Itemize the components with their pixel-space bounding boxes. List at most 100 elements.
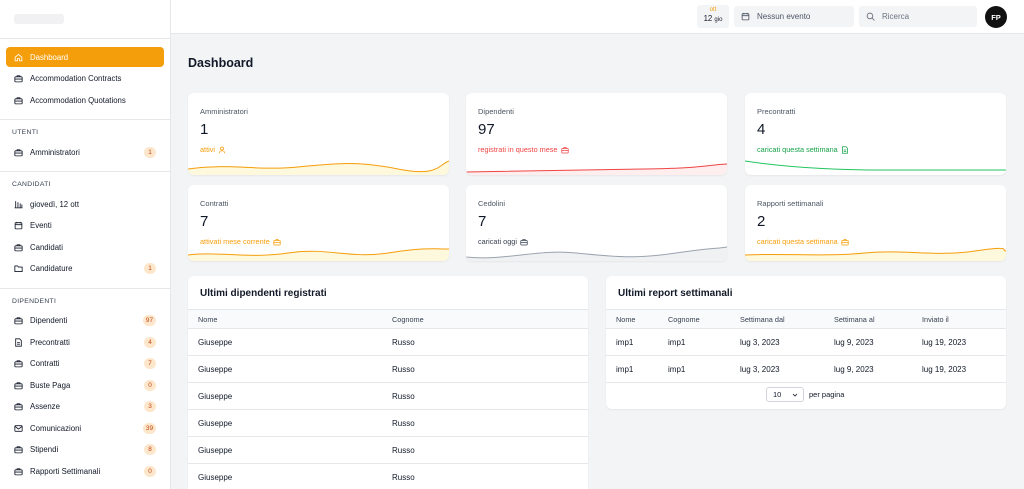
page-size-select[interactable]: 10: [766, 387, 804, 402]
nav-dipendenti: Dipendenti 97 Precontratti 4 Contratti 7…: [0, 311, 170, 482]
sidebar-item-eventi[interactable]: Eventi: [6, 216, 164, 236]
column-header[interactable]: Settimana al: [834, 309, 922, 329]
table-row[interactable]: Giuseppe Russo: [188, 328, 588, 356]
sidebar: Dashboard Accommodation Contracts Accomm…: [0, 0, 171, 489]
stat-subtitle-text: attivi: [200, 145, 216, 154]
table-row[interactable]: Giuseppe Russo: [188, 355, 588, 383]
table-row[interactable]: Giuseppe Russo: [188, 382, 588, 410]
sidebar-item-label: Stipendi: [30, 445, 59, 454]
table-row[interactable]: imp1 imp1 lug 3, 2023 lug 9, 2023 lug 19…: [606, 328, 1006, 356]
sidebar-item-contratti[interactable]: Contratti 7: [6, 354, 164, 374]
stat-card-rapporti-settimanali[interactable]: Rapporti settimanali 2 caricati questa s…: [745, 185, 1006, 261]
stat-card-contratti[interactable]: Contratti 7 attivati mese corrente: [188, 185, 449, 261]
table-row[interactable]: Giuseppe Russo: [188, 409, 588, 437]
sparkline: [745, 247, 1006, 261]
sidebar-item-stipendi[interactable]: Stipendi 8: [6, 440, 164, 460]
stat-value: 97: [478, 121, 495, 138]
nav-top: Dashboard Accommodation Contracts Accomm…: [0, 39, 170, 110]
sidebar-item-calendar-day[interactable]: giovedì, 12 ott: [6, 194, 164, 214]
sidebar-item-label: Contratti: [30, 359, 60, 368]
avatar[interactable]: FP: [985, 6, 1007, 28]
cell-cognome: imp1: [668, 355, 740, 383]
reports-table: Nome Cognome Settimana dal Settimana al …: [606, 309, 1006, 383]
stat-card-amministratori[interactable]: Amministratori 1 attivi: [188, 93, 449, 175]
cell-cognome: Russo: [388, 328, 588, 356]
column-header[interactable]: Nome: [188, 309, 388, 329]
briefcase-icon: [14, 402, 23, 411]
stat-subtitle: caricati questa settimana: [757, 237, 849, 246]
count-badge: 4: [144, 336, 156, 348]
count-badge: 7: [144, 358, 156, 369]
stat-subtitle: attivati mese corrente: [200, 237, 281, 246]
stat-label: Amministratori: [200, 107, 248, 116]
mail-icon: [14, 424, 23, 433]
today-date-widget[interactable]: ott 12 gio: [697, 5, 729, 28]
sidebar-item-buste-paga[interactable]: Buste Paga 0: [6, 375, 164, 395]
section-title-candidati: CANDIDATI: [12, 181, 51, 188]
briefcase-icon: [14, 96, 23, 105]
sparkline: [466, 246, 727, 261]
stat-card-cedolini[interactable]: Cedolini 7 caricati oggi: [466, 185, 727, 261]
stat-subtitle-text: registrati in questo mese: [478, 145, 558, 154]
stat-value: 7: [478, 213, 487, 230]
stat-label: Dipendenti: [478, 107, 514, 116]
cell-cognome: Russo: [388, 463, 588, 489]
calendar-icon: [14, 221, 23, 230]
cell-nome: imp1: [606, 328, 668, 356]
divider: [0, 119, 170, 120]
sidebar-item-label: giovedì, 12 ott: [30, 199, 79, 209]
column-header[interactable]: Settimana dal: [740, 309, 834, 329]
stat-subtitle-text: caricati questa settimana: [757, 237, 838, 246]
briefcase-icon: [14, 148, 23, 157]
stat-value: 7: [200, 213, 209, 230]
sidebar-item-accommodation-contracts[interactable]: Accommodation Contracts: [6, 69, 164, 89]
sidebar-item-amministratori[interactable]: Amministratori 1: [6, 142, 164, 162]
table-row[interactable]: Giuseppe Russo: [188, 436, 588, 464]
stat-card-precontratti[interactable]: Precontratti 4 caricati questa settimana: [745, 93, 1006, 175]
date-day: 12: [703, 14, 713, 23]
search-input[interactable]: Ricerca: [859, 6, 977, 27]
table-row[interactable]: Giuseppe Russo: [188, 463, 588, 489]
sidebar-item-label: Assenze: [30, 402, 60, 411]
date-day-wrap: 12 gio: [697, 14, 729, 23]
sidebar-item-label: Dipendenti: [30, 316, 68, 325]
stat-card-dipendenti[interactable]: Dipendenti 97 registrati in questo mese: [466, 93, 727, 175]
events-button[interactable]: Nessun evento: [734, 6, 854, 27]
column-header[interactable]: Cognome: [388, 309, 588, 329]
recent-employees-panel: Ultimi dipendenti registrati Nome Cognom…: [188, 276, 588, 489]
column-header[interactable]: Cognome: [668, 309, 740, 329]
calendar-grid-icon: [14, 200, 23, 209]
panel-title: Ultimi report settimanali: [618, 288, 733, 299]
stat-subtitle-text: caricati oggi: [478, 237, 517, 246]
sparkline: [745, 160, 1006, 171]
sidebar-item-candidature[interactable]: Candidature 1: [6, 259, 164, 279]
count-badge: 1: [144, 146, 156, 158]
cell-nome: imp1: [606, 355, 668, 383]
stat-subtitle: attivi: [200, 145, 226, 154]
sidebar-item-precontratti[interactable]: Precontratti 4: [6, 332, 164, 352]
table-header-row: Nome Cognome Settimana dal Settimana al …: [606, 309, 1006, 329]
count-badge: 1: [144, 263, 156, 274]
stat-subtitle: caricati oggi: [478, 237, 528, 246]
column-header[interactable]: Nome: [606, 309, 668, 329]
nav-utenti: Amministratori 1: [0, 142, 170, 162]
section-title-utenti: UTENTI: [12, 129, 39, 136]
briefcase-icon: [14, 74, 23, 83]
column-header[interactable]: Inviato il: [922, 309, 1006, 329]
sidebar-item-dipendenti[interactable]: Dipendenti 97: [6, 311, 164, 331]
sidebar-item-dashboard[interactable]: Dashboard: [6, 47, 164, 67]
sidebar-item-rapporti-settimanali[interactable]: Rapporti Settimanali 0: [6, 461, 164, 481]
employees-table: Nome Cognome Giuseppe Russo Giuseppe Russo…: [188, 309, 588, 489]
briefcase-icon: [14, 243, 23, 252]
sparkline: [188, 160, 449, 175]
sidebar-item-label: Precontratti: [30, 337, 70, 347]
page-size-value: 10: [773, 390, 782, 399]
sidebar-item-candidati[interactable]: Candidati: [6, 237, 164, 257]
sidebar-item-assenze[interactable]: Assenze 3: [6, 397, 164, 417]
sidebar-item-accommodation-quotations[interactable]: Accommodation Quotations: [6, 90, 164, 110]
topbar: ott 12 gio Nessun evento Ricerca FP: [171, 0, 1024, 34]
date-month: ott: [709, 7, 717, 13]
table-row[interactable]: imp1 imp1 lug 3, 2023 lug 9, 2023 lug 19…: [606, 355, 1006, 383]
stat-label: Rapporti settimanali: [757, 199, 824, 208]
sidebar-item-comunicazioni[interactable]: Comunicazioni 39: [6, 418, 164, 438]
